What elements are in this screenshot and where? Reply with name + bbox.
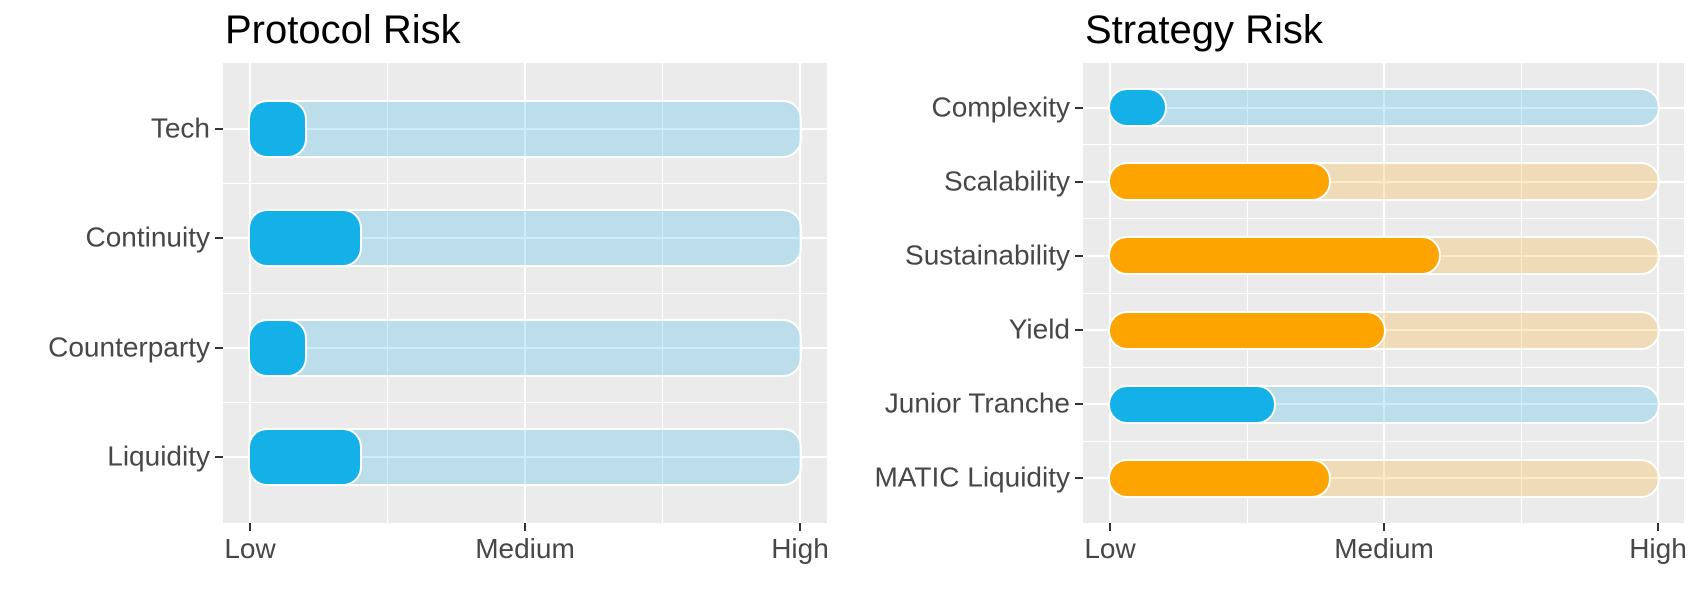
- y-axis-label-sustainability: Sustainability: [905, 239, 1070, 271]
- gridline-minor-horizontal: [1083, 440, 1684, 442]
- gridline-minor-horizontal: [1083, 218, 1684, 220]
- bar-scalability: [1110, 164, 1330, 200]
- x-axis-label-medium: Medium: [1334, 533, 1434, 564]
- gridline-minor-horizontal: [1083, 292, 1684, 294]
- y-tick-continuity: [215, 237, 223, 240]
- x-axis-label-high: High: [1629, 533, 1687, 564]
- y-axis-label-continuity: Continuity: [85, 221, 210, 253]
- bar-track-counterparty: [250, 320, 800, 375]
- gridline-major-horizontal: [1083, 403, 1684, 406]
- x-tick-high: [799, 523, 801, 531]
- gridline-major-horizontal: [1083, 477, 1684, 480]
- y-tick-complexity: [1075, 106, 1083, 109]
- y-tick-yield: [1075, 329, 1083, 332]
- bar-track-complexity: [1110, 90, 1658, 126]
- gridline-major-horizontal: [223, 127, 827, 130]
- y-tick-matic-liquidity: [1075, 477, 1083, 480]
- x-tick-low: [1109, 523, 1111, 531]
- y-axis-label-scalability: Scalability: [943, 165, 1070, 197]
- gridline-minor-horizontal: [223, 292, 827, 294]
- x-axis-label-low: Low: [1084, 533, 1136, 564]
- gridline-minor-horizontal: [1083, 144, 1684, 146]
- gridline-major-horizontal: [1083, 180, 1684, 183]
- y-axis-label-junior-tranche: Junior Tranche: [884, 387, 1070, 419]
- bar-yield: [1110, 312, 1384, 348]
- y-axis-label-complexity: Complexity: [931, 90, 1070, 122]
- y-axis-label-liquidity: Liquidity: [107, 440, 210, 472]
- bar-matic-liquidity: [1110, 460, 1330, 496]
- x-axis-label-high: High: [771, 533, 829, 564]
- bar-continuity: [250, 211, 360, 266]
- bar-liquidity: [250, 430, 360, 485]
- x-axis-label-medium: Medium: [475, 533, 575, 564]
- bar-tech: [250, 101, 305, 156]
- x-tick-high: [1657, 523, 1659, 531]
- y-axis-label-counterparty: Counterparty: [48, 331, 210, 363]
- plot-panel: [1083, 63, 1684, 523]
- x-tick-medium: [1383, 523, 1385, 531]
- bar-complexity: [1110, 90, 1165, 126]
- chart-title-protocol-risk: Protocol Risk: [225, 8, 461, 52]
- plot-panel: [223, 63, 827, 523]
- gridline-minor-horizontal: [1083, 366, 1684, 368]
- gridline-major-horizontal: [223, 346, 827, 349]
- gridline-minor-horizontal: [223, 402, 827, 404]
- gridline-major-horizontal: [223, 237, 827, 240]
- y-axis-label-tech: Tech: [150, 112, 210, 144]
- y-tick-counterparty: [215, 346, 223, 349]
- x-axis-label-low: Low: [224, 533, 276, 564]
- chart-title-strategy-risk: Strategy Risk: [1085, 8, 1323, 52]
- x-tick-low: [249, 523, 251, 531]
- bar-junior-tranche: [1110, 386, 1275, 422]
- bar-track-tech: [250, 101, 800, 156]
- bar-sustainability: [1110, 238, 1439, 274]
- y-tick-scalability: [1075, 180, 1083, 183]
- y-tick-tech: [215, 127, 223, 130]
- gridline-major-horizontal: [223, 456, 827, 459]
- bar-counterparty: [250, 320, 305, 375]
- gridline-major-horizontal: [1083, 106, 1684, 109]
- y-tick-sustainability: [1075, 254, 1083, 257]
- gridline-minor-horizontal: [223, 182, 827, 184]
- y-tick-junior-tranche: [1075, 403, 1083, 406]
- x-tick-medium: [524, 523, 526, 531]
- y-axis-label-yield: Yield: [1008, 313, 1070, 345]
- y-tick-liquidity: [215, 456, 223, 459]
- y-axis-label-matic-liquidity: MATIC Liquidity: [874, 461, 1070, 493]
